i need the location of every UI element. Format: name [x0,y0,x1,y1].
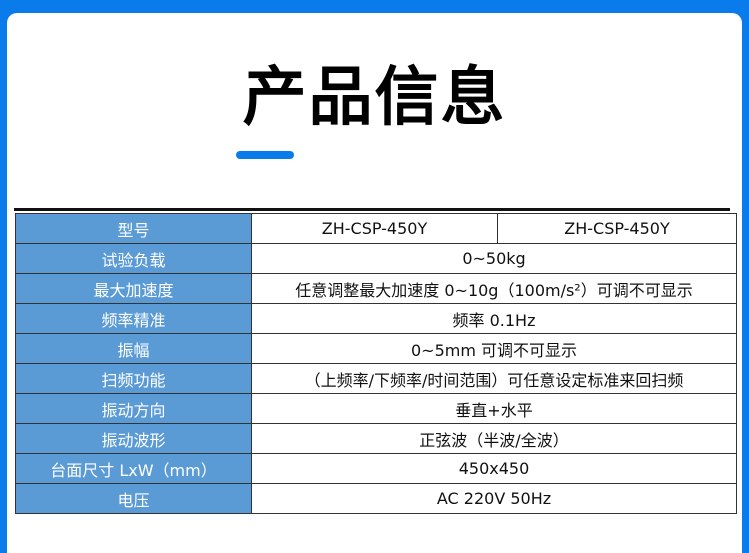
row-label: 最大加速度 [15,273,252,304]
row-label: 试验负载 [15,243,252,274]
divider [14,208,730,211]
row-label: 振动方向 [15,393,252,424]
table-row: 试验负载 0~50kg [15,243,737,274]
table-row: 频率精准 频率 0.1Hz [15,303,737,334]
row-value: 频率 0.1Hz [251,303,737,334]
row-value: 0~5mm 可调不可显示 [251,333,737,364]
row-label: 电压 [15,483,252,514]
row-value: 垂直+水平 [251,393,737,424]
row-value: AC 220V 50Hz [251,483,737,514]
table-row: 振动波形 正弦波（半波/全波） [15,423,737,454]
row-label: 频率精准 [15,303,252,334]
row-label: 扫频功能 [15,363,252,394]
row-label: 振动波形 [15,423,252,454]
row-label: 型号 [15,213,252,244]
page-title: 产品信息 [242,61,507,135]
row-value: 450x450 [251,453,737,484]
row-value: ZH-CSP-450Y [497,213,737,244]
table-row: 振动方向 垂直+水平 [15,393,737,424]
table-row: 电压 AC 220V 50Hz [15,483,737,514]
table-row: 最大加速度 任意调整最大加速度 0~10g（100m/s²）可调不可显示 [15,273,737,304]
table-row: 型号 ZH-CSP-450Y ZH-CSP-450Y [15,213,737,244]
row-value: 0~50kg [251,243,737,274]
row-value: 任意调整最大加速度 0~10g（100m/s²）可调不可显示 [251,273,737,304]
title-underline [236,151,294,159]
table-row: 振幅 0~5mm 可调不可显示 [15,333,737,364]
row-value: 正弦波（半波/全波） [251,423,737,454]
row-label: 振幅 [15,333,252,364]
spec-table: 型号 ZH-CSP-450Y ZH-CSP-450Y 试验负载 0~50kg 最大… [15,213,737,514]
row-label: 台面尺寸 LxW（mm） [15,453,252,484]
row-value: ZH-CSP-450Y [251,213,498,244]
table-row: 扫频功能 （上频率/下频率/时间范围）可任意设定标准来回扫频 [15,363,737,394]
table-row: 台面尺寸 LxW（mm） 450x450 [15,453,737,484]
row-value: （上频率/下频率/时间范围）可任意设定标准来回扫频 [251,363,737,394]
